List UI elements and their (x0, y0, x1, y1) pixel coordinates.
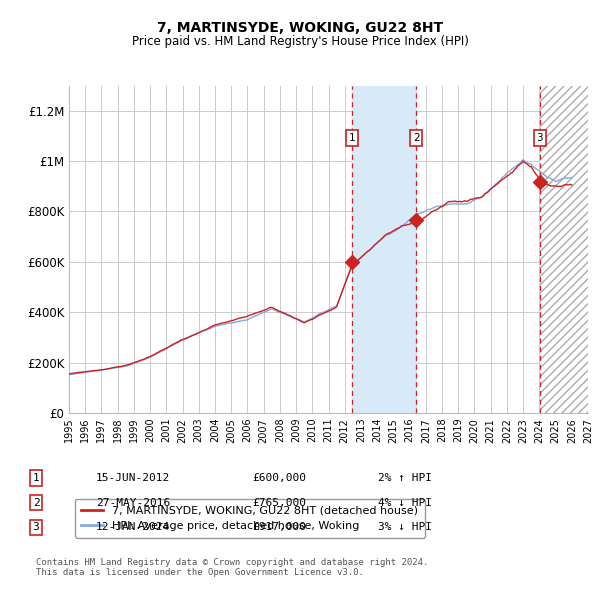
HPI: Average price, detached house, Woking: (2e+03, 1.52e+05): Average price, detached house, Woking: (… (65, 371, 73, 378)
7, MARTINSYDE, WOKING, GU22 8HT (detached house) (260, 307, 267, 314)
Text: 1: 1 (32, 473, 40, 483)
HPI: Average price, detached house, Woking: (2e+03, 2.33e+05): Average price, detached house, Woking: (… (152, 350, 159, 358)
Bar (540, 86, 588, 413)
HPI: Average price, detached house, Woking: (2.02e+03, 8.56e+05): Average price, detached house, Woking: (… (478, 194, 485, 201)
Text: 2: 2 (32, 498, 40, 507)
Text: 3: 3 (536, 133, 543, 143)
Text: 3: 3 (32, 523, 40, 532)
Line: HPI: Average price, detached house, Woking: HPI: Average price, detached house, Woki… (69, 160, 572, 375)
Text: 12-JAN-2024: 12-JAN-2024 (96, 523, 170, 532)
Text: 2: 2 (413, 133, 419, 143)
7, MARTINSYDE, WOKING, GU22 8HT (detached house) (431, 207, 439, 214)
Bar (416, 86, 540, 413)
Text: £600,000: £600,000 (252, 473, 306, 483)
Text: 15-JUN-2012: 15-JUN-2012 (96, 473, 170, 483)
Text: 2% ↑ HPI: 2% ↑ HPI (378, 473, 432, 483)
Text: Contains HM Land Registry data © Crown copyright and database right 2024.
This d: Contains HM Land Registry data © Crown c… (36, 558, 428, 577)
Text: 7, MARTINSYDE, WOKING, GU22 8HT: 7, MARTINSYDE, WOKING, GU22 8HT (157, 21, 443, 35)
Text: 4% ↓ HPI: 4% ↓ HPI (378, 498, 432, 507)
Line: 7, MARTINSYDE, WOKING, GU22 8HT (detached house): 7, MARTINSYDE, WOKING, GU22 8HT (detache… (69, 161, 572, 374)
Legend: 7, MARTINSYDE, WOKING, GU22 8HT (detached house), HPI: Average price, detached h: 7, MARTINSYDE, WOKING, GU22 8HT (detache… (74, 499, 425, 537)
HPI: Average price, detached house, Woking: (2.01e+03, 4.09e+05): Average price, detached house, Woking: (… (265, 307, 272, 314)
HPI: Average price, detached house, Woking: (2.01e+03, 4e+05): Average price, detached house, Woking: (… (260, 309, 267, 316)
HPI: Average price, detached house, Woking: (2.03e+03, 9.35e+05): Average price, detached house, Woking: (… (568, 174, 575, 181)
Text: £917,000: £917,000 (252, 523, 306, 532)
7, MARTINSYDE, WOKING, GU22 8HT (detached house) (568, 182, 575, 189)
Point (347, 257, 357, 267)
Text: 3% ↓ HPI: 3% ↓ HPI (378, 523, 432, 532)
7, MARTINSYDE, WOKING, GU22 8HT (detached house) (478, 194, 485, 201)
Text: £765,000: £765,000 (252, 498, 306, 507)
Text: Price paid vs. HM Land Registry's House Price Index (HPI): Price paid vs. HM Land Registry's House … (131, 35, 469, 48)
Text: 27-MAY-2016: 27-MAY-2016 (96, 498, 170, 507)
Point (535, 178, 545, 187)
7, MARTINSYDE, WOKING, GU22 8HT (detached house) (65, 371, 73, 378)
Bar (352, 86, 416, 413)
Text: 1: 1 (349, 133, 355, 143)
7, MARTINSYDE, WOKING, GU22 8HT (detached house) (502, 174, 509, 181)
HPI: Average price, detached house, Woking: (2.02e+03, 1.01e+06): Average price, detached house, Woking: (… (520, 156, 527, 163)
7, MARTINSYDE, WOKING, GU22 8HT (detached house) (520, 158, 527, 165)
7, MARTINSYDE, WOKING, GU22 8HT (detached house) (265, 304, 272, 312)
HPI: Average price, detached house, Woking: (2.02e+03, 8.18e+05): Average price, detached house, Woking: (… (431, 204, 439, 211)
Point (412, 215, 421, 225)
7, MARTINSYDE, WOKING, GU22 8HT (detached house) (152, 350, 159, 358)
HPI: Average price, detached house, Woking: (2.02e+03, 9.46e+05): Average price, detached house, Woking: (… (502, 171, 509, 178)
